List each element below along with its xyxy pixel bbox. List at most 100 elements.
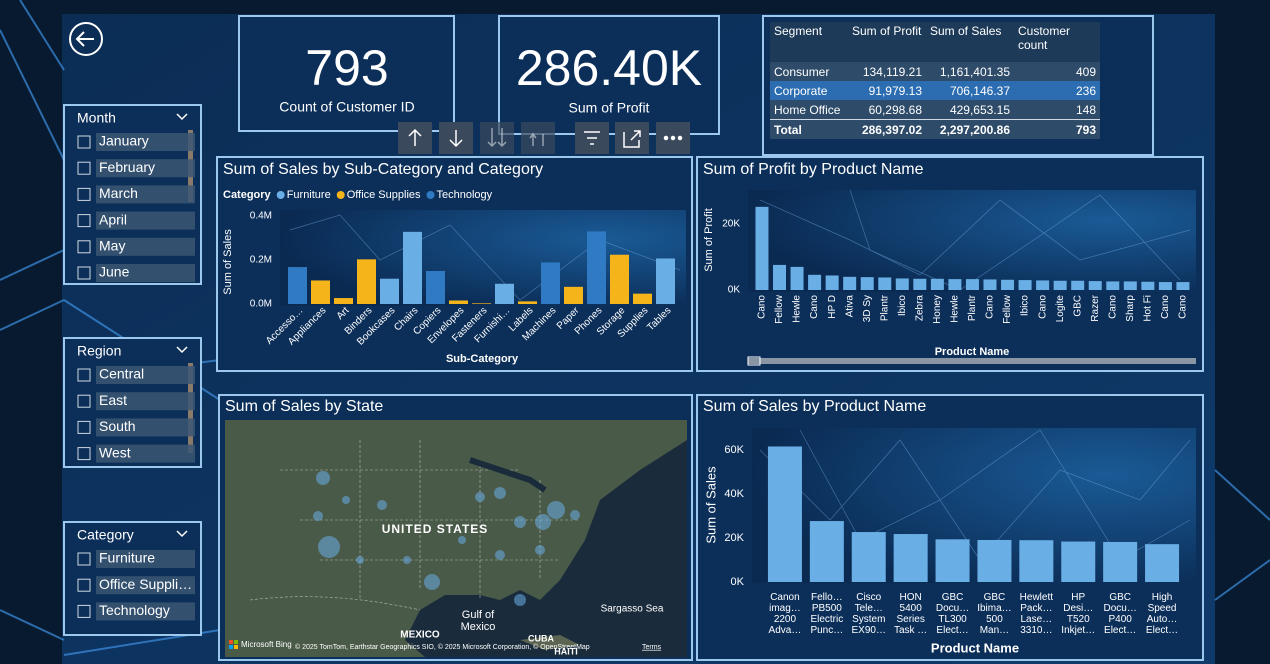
bar — [1145, 544, 1180, 582]
slicer-checkbox[interactable] — [77, 368, 91, 382]
y-tick-label: 20K — [722, 219, 740, 230]
bar — [895, 278, 909, 290]
legend-label[interactable]: Office Supplies — [347, 189, 421, 201]
slicer-checkbox[interactable] — [77, 187, 91, 201]
table-row[interactable]: Corporate 91,979.13 706,146.37 236 — [770, 81, 1100, 100]
slicer-item-bg — [96, 602, 195, 621]
slicer-checkbox[interactable] — [77, 161, 91, 175]
x-tick-label: Fellow — [1002, 294, 1013, 324]
legend-marker[interactable] — [336, 191, 345, 199]
slicer-item-bg — [96, 418, 195, 437]
bar — [790, 266, 804, 290]
x-tick-label: HON 5400 Series Task … — [894, 592, 927, 636]
slicer-item-bg — [96, 576, 195, 595]
slicer-item-bg — [96, 133, 195, 151]
slicer-item[interactable]: May — [99, 238, 125, 254]
bar — [1061, 541, 1096, 582]
bar — [334, 298, 353, 304]
x-tick-label: High Speed Auto… Elect… — [1146, 592, 1178, 636]
slicer-item[interactable]: West — [99, 444, 131, 460]
legend-marker[interactable] — [426, 191, 435, 199]
bar — [755, 206, 769, 290]
legend-label[interactable]: Technology — [437, 189, 493, 201]
slicer-item[interactable]: Technology — [99, 602, 170, 618]
column-header[interactable]: Segment — [770, 22, 848, 62]
y-tick-label: 0.2M — [250, 255, 272, 266]
column-header[interactable]: Customer count — [1014, 22, 1100, 62]
slicer-item-bg — [96, 392, 195, 411]
slicer-item[interactable]: April — [99, 211, 127, 227]
column-header[interactable]: Sum of Profit — [848, 22, 926, 62]
expand-button[interactable] — [521, 122, 555, 154]
x-axis-title: Sub-Category — [446, 353, 519, 365]
drill-down-button[interactable] — [480, 122, 514, 154]
table-row[interactable]: Total 286,397.02 2,297,200.86 793 — [770, 119, 1100, 139]
slicer-item[interactable]: March — [99, 185, 138, 201]
slicer-checkbox[interactable] — [77, 266, 91, 280]
slicer-checkbox[interactable] — [77, 240, 91, 254]
bar — [767, 446, 802, 582]
x-tick-label: GBC — [1072, 295, 1083, 317]
slicer-item[interactable]: Furniture — [99, 550, 155, 566]
slicer-chevron[interactable] — [176, 346, 188, 354]
x-tick-label: Hewlett Pack… Lase… 3310… — [1020, 592, 1054, 636]
table-row[interactable]: Consumer 134,119.21 1,161,401.35 409 — [770, 62, 1100, 81]
slicer-item[interactable]: January — [99, 133, 149, 149]
table-row[interactable]: Home Office 60,298.68 429,653.15 148 — [770, 100, 1100, 120]
slicer-item-bg — [96, 237, 195, 256]
x-tick-label: Logite — [1055, 295, 1066, 323]
slicer-checkbox[interactable] — [77, 447, 91, 461]
bar — [935, 539, 970, 582]
slicer-item[interactable]: Central — [99, 366, 144, 382]
slicer-item[interactable]: East — [99, 392, 127, 408]
bar — [930, 278, 944, 290]
slicer-chevron[interactable] — [176, 113, 188, 121]
x-tick-label: Cisco Tele… System EX90… — [852, 592, 886, 636]
x-tick-label: Honey — [932, 295, 943, 324]
slicer-checkbox[interactable] — [77, 578, 91, 592]
x-tick-label: Cano — [757, 295, 768, 319]
kpi-label: Sum of Profit — [569, 100, 650, 116]
slicer-chevron[interactable] — [176, 530, 188, 538]
map-label: Sargasso Sea — [601, 604, 664, 615]
map-label: MEXICO — [400, 630, 440, 641]
bar — [1176, 282, 1190, 290]
map-terms-link[interactable]: Terms — [642, 644, 662, 651]
x-tick-label: Sharp — [1125, 295, 1136, 322]
back-button[interactable] — [69, 22, 103, 56]
slicer-item[interactable]: February — [99, 159, 155, 175]
kpi-value: 286.40K — [516, 40, 702, 96]
table-cell: Consumer — [770, 62, 848, 81]
x-tick-label: GBC Docu… P400 Elect… — [1103, 592, 1136, 636]
chart-title: Sum of Profit by Product Name — [703, 161, 924, 178]
slicer-item[interactable]: South — [99, 418, 136, 434]
bar — [564, 286, 583, 304]
bar — [860, 277, 874, 290]
scrollbar[interactable] — [748, 358, 1196, 364]
slicer-checkbox[interactable] — [77, 552, 91, 566]
bar — [311, 280, 330, 304]
slicer: Region Central East South West — [63, 337, 202, 468]
slicer-checkbox[interactable] — [77, 604, 91, 618]
slicer-item[interactable]: June — [99, 264, 130, 280]
x-tick-label: Hewle — [950, 295, 961, 323]
scrollbar-thumb[interactable] — [747, 356, 761, 366]
legend-marker[interactable] — [276, 191, 285, 199]
slicer-checkbox[interactable] — [77, 214, 91, 228]
bar — [843, 276, 857, 290]
bar — [541, 262, 560, 304]
slicer-checkbox[interactable] — [77, 394, 91, 408]
y-axis-title: Sum of Profit — [703, 208, 715, 272]
bar — [977, 539, 1012, 582]
slicer-item-bg — [96, 550, 195, 568]
slicer-checkbox[interactable] — [77, 135, 91, 149]
slicer-checkbox[interactable] — [77, 420, 91, 434]
bar — [1071, 280, 1085, 290]
slicer-item[interactable]: Office Suppli… — [99, 576, 192, 592]
x-tick-label: Cano — [1107, 295, 1118, 319]
slicer-item-bg — [96, 366, 195, 384]
map-provider: Microsoft Bing — [241, 640, 292, 649]
legend-label[interactable]: Furniture — [287, 189, 331, 201]
table-cell: Total — [770, 119, 848, 139]
column-header[interactable]: Sum of Sales — [926, 22, 1014, 62]
